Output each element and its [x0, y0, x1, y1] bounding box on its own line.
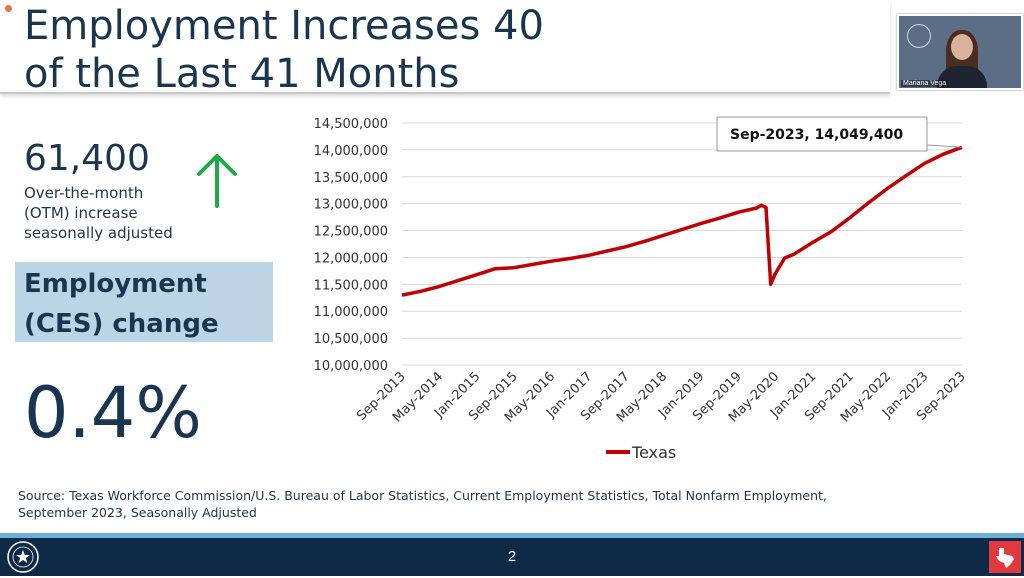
employment-line-chart: 10,000,000 10,500,000 11,000,000 11,500,000…: [314, 116, 969, 462]
source-note: Source: Texas Workforce Commission/U.S. …: [18, 487, 827, 521]
ces-label-line-2: (CES) change: [24, 309, 219, 339]
participant-name: Mariana Vega: [901, 80, 949, 87]
footer-stripe: [0, 533, 1024, 538]
percent-change: 0.4%: [24, 372, 202, 454]
texas-logo-icon: [989, 541, 1021, 573]
annotation-leader-line: [926, 144, 963, 148]
chart-annotation: Sep-2023, 14,049,400: [716, 116, 963, 152]
otm-description-line-1: Over-the-month: [24, 184, 144, 202]
title-bar: Employment Increases 40 of the Last 41 M…: [0, 0, 890, 97]
participant-body: [937, 66, 987, 88]
y-tick-label: 14,000,000: [314, 144, 388, 159]
otm-description: Over-the-month (OTM) increase seasonally…: [24, 183, 173, 243]
ces-change-label: Employment (CES) change: [24, 264, 219, 344]
y-tick-label: 11,000,000: [314, 305, 388, 320]
y-tick-label: 10,500,000: [314, 332, 388, 347]
up-arrow-icon: [197, 154, 237, 208]
participant-video[interactable]: Mariana Vega: [897, 14, 1023, 90]
y-tick-label: 10,000,000: [314, 359, 388, 374]
chart-legend: Texas: [606, 443, 676, 462]
y-tick-label: 13,000,000: [314, 198, 388, 213]
footer-bar: 2: [0, 538, 1024, 576]
y-tick-label: 13,500,000: [314, 171, 388, 186]
otm-description-line-3: seasonally adjusted: [24, 224, 173, 242]
slide-title-line-1: Employment Increases 40: [24, 3, 544, 49]
recording-indicator-icon: [5, 5, 12, 12]
slide-title-line-2: of the Last 41 Months: [24, 51, 460, 97]
page-number: 2: [507, 548, 517, 565]
y-tick-label: 11,500,000: [314, 278, 388, 293]
source-note-line-2: September 2023, Seasonally Adjusted: [18, 505, 257, 520]
annotation-box: [716, 116, 928, 152]
series-line-texas: [401, 145, 963, 297]
legend-label-texas: Texas: [631, 443, 676, 462]
source-note-line-1: Source: Texas Workforce Commission/U.S. …: [18, 488, 827, 503]
ces-label-line-1: Employment: [24, 269, 207, 299]
y-tick-label: 14,500,000: [314, 117, 388, 132]
texas-seal-icon: [907, 24, 931, 48]
y-tick-label: 12,500,000: [314, 225, 388, 240]
participant-face: [951, 34, 973, 60]
slide-title: Employment Increases 40 of the Last 41 M…: [24, 2, 544, 98]
annotation-label: Sep-2023, 14,049,400: [730, 127, 903, 143]
otm-description-line-2: (OTM) increase: [24, 204, 138, 222]
otm-value: 61,400: [24, 138, 150, 179]
twc-seal-logo-icon: [7, 541, 39, 573]
y-tick-label: 12,000,000: [314, 251, 388, 266]
ces-change-box: Employment (CES) change: [15, 262, 273, 342]
